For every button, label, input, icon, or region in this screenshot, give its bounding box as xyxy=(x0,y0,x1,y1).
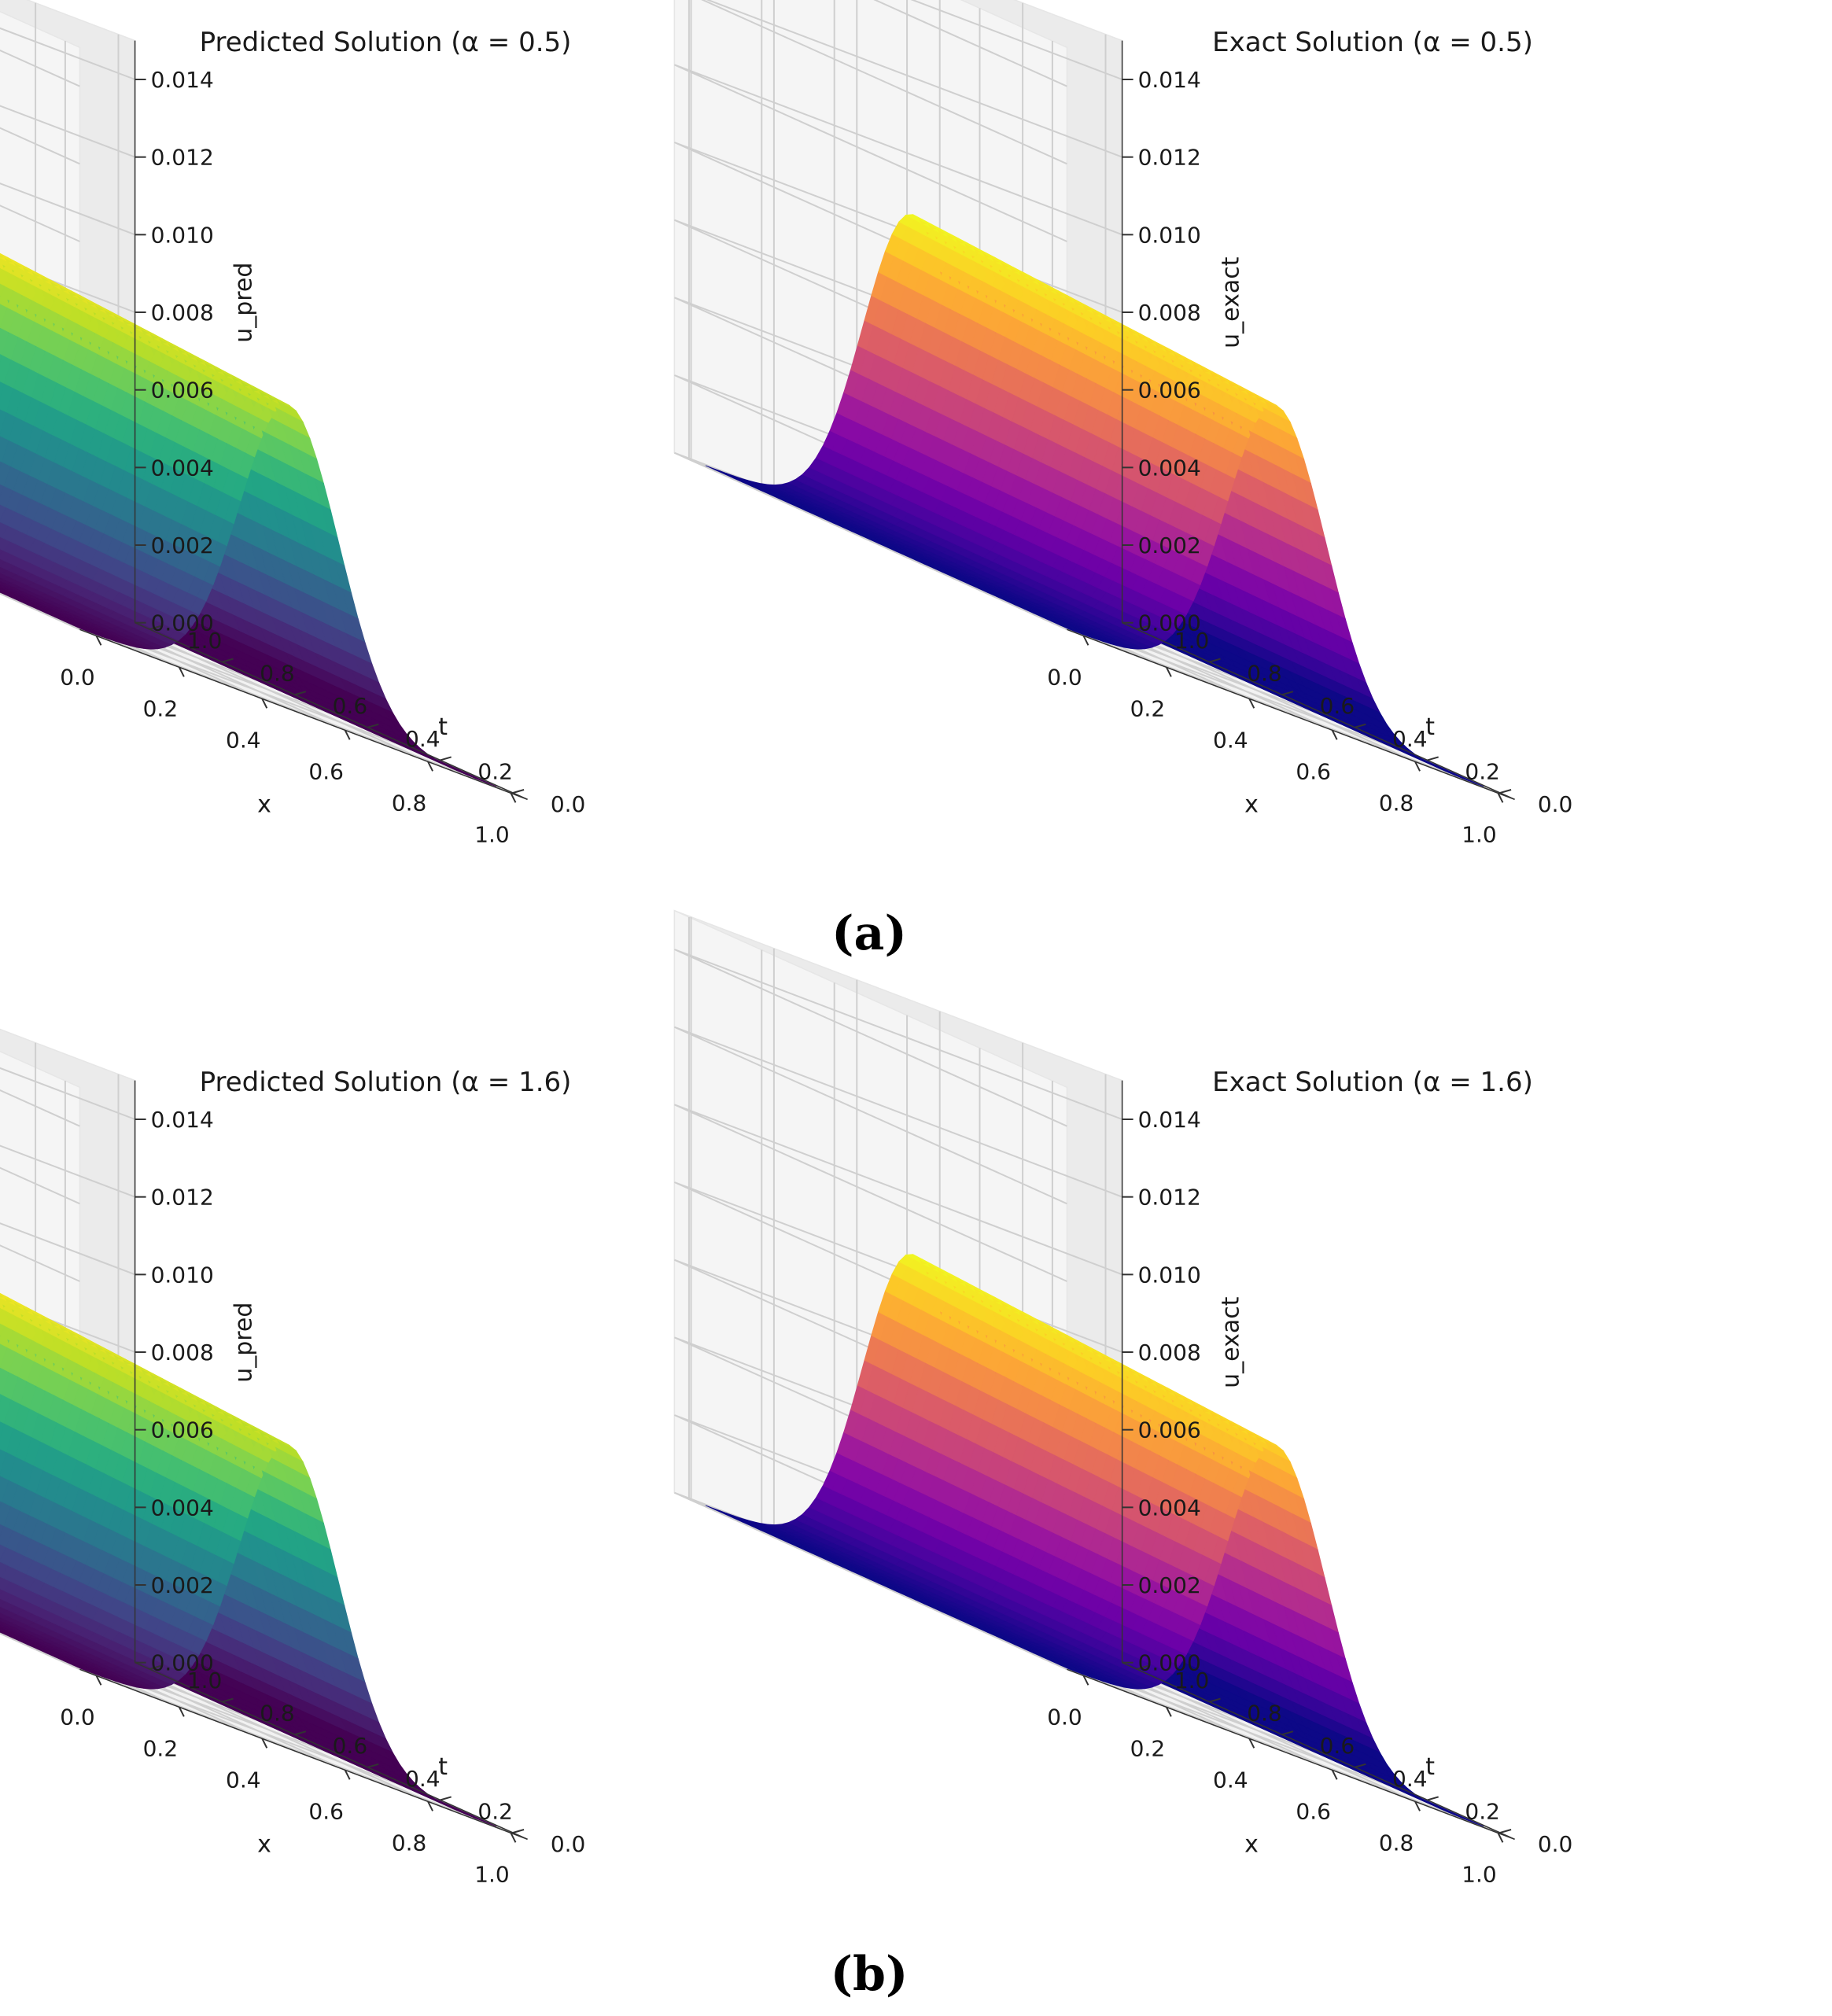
t-tick xyxy=(1427,756,1439,761)
x-axis-label: x xyxy=(257,791,271,818)
x-tick-label: 1.0 xyxy=(474,821,510,847)
x-tick-label: 0.2 xyxy=(1130,695,1166,721)
t-tick-label: 0.2 xyxy=(1465,758,1500,784)
x-tick-label: 1.0 xyxy=(1462,821,1497,847)
t-axis-label: t xyxy=(438,713,448,741)
plot-title: Predicted Solution (α = 0.5) xyxy=(200,27,572,58)
z-tick-label: 0.014 xyxy=(1138,67,1201,93)
t-tick-label: 0.8 xyxy=(260,661,295,687)
x-tick-label: 0.0 xyxy=(60,664,95,690)
t-tick-label: 0.2 xyxy=(477,758,513,784)
z-tick-label: 0.010 xyxy=(151,222,214,248)
x-tick-label: 0.2 xyxy=(143,695,179,721)
x-tick-label: 0.0 xyxy=(1047,664,1082,690)
surface-plot-predicted-alpha-0-5: 0.00.20.40.60.81.0x 0.00.20.40.60.81.0t0.… xyxy=(0,0,585,847)
t-tick xyxy=(440,756,452,761)
z-tick-label: 0.014 xyxy=(151,67,214,93)
x-tick-label: 0.4 xyxy=(1213,727,1248,753)
x-tick-label: 0.8 xyxy=(1379,790,1414,816)
z-axis-label: u_exact xyxy=(1218,256,1245,348)
z-tick-label: 0.004 xyxy=(151,455,214,481)
z-tick-label: 0.006 xyxy=(151,378,214,404)
x-tick-label: 0.8 xyxy=(392,790,427,816)
t-tick-label: 0.6 xyxy=(1320,693,1355,719)
z-tick-label: 0.006 xyxy=(1138,378,1201,404)
z-tick-label: 0.004 xyxy=(1138,455,1201,481)
t-tick-label: 0.4 xyxy=(1392,726,1428,752)
z-tick-label: 0.002 xyxy=(1138,533,1201,558)
x-tick-label: 0.6 xyxy=(308,758,344,784)
x-tick-label: 0.6 xyxy=(1296,758,1331,784)
t-tick-label: 0.0 xyxy=(1538,791,1573,817)
z-axis-label: u_pred xyxy=(230,263,258,343)
t-axis-label: t xyxy=(1425,713,1435,741)
z-tick-label: 0.002 xyxy=(151,533,214,558)
z-tick-label: 0.012 xyxy=(1138,145,1201,171)
t-tick-label: 0.0 xyxy=(551,791,586,817)
t-tick-label: 0.4 xyxy=(405,726,440,752)
x-tick-label: 0.4 xyxy=(226,727,261,753)
z-tick-label: 0.008 xyxy=(1138,300,1201,326)
t-tick-label: 0.8 xyxy=(1247,661,1282,687)
t-tick-label: 0.6 xyxy=(333,693,368,719)
x-axis-label: x xyxy=(1244,791,1259,818)
plot-title: Exact Solution (α = 0.5) xyxy=(1212,27,1533,58)
z-tick-label: 0.008 xyxy=(151,300,214,326)
t-gridline xyxy=(0,592,441,761)
z-tick-label: 0.000 xyxy=(1138,610,1201,636)
x-gridline xyxy=(0,573,346,732)
z-tick-label: 0.000 xyxy=(151,610,214,636)
z-tick-label: 0.010 xyxy=(1138,222,1201,248)
surface xyxy=(0,252,497,787)
t-gridline xyxy=(0,587,368,728)
surface-plot-predicted-alpha-1-6: 0.00.20.40.60.81.0x 0.00.20.40.60.81.0t0.… xyxy=(0,1028,585,1887)
t-tick xyxy=(512,789,525,794)
t-tick xyxy=(1499,789,1512,794)
z-tick-label: 0.012 xyxy=(151,145,214,171)
surface-plot-exact-alpha-0-5: 0.00.20.40.60.81.0x 0.00.20.40.60.81.0t0.… xyxy=(673,0,1573,847)
